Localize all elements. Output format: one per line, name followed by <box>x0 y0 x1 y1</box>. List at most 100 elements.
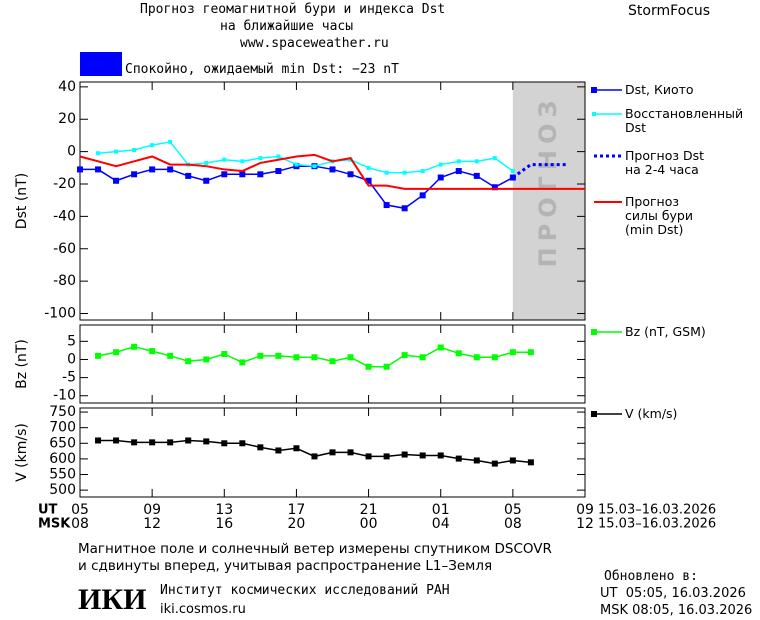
forecast-area <box>512 82 585 320</box>
y-axis-label: Bz (nT) <box>14 339 30 389</box>
data-point <box>168 139 173 144</box>
data-point <box>365 363 372 370</box>
data-point <box>293 445 300 452</box>
title: на ближайшие часы <box>220 19 354 34</box>
y-tick-label: -10 <box>53 388 76 404</box>
data-point <box>438 162 443 167</box>
data-point <box>239 359 246 366</box>
x-tick-label: 16 <box>215 516 233 532</box>
data-point <box>456 159 461 164</box>
data-point <box>455 350 462 357</box>
x-tick-label: 01 <box>432 502 450 518</box>
updated: Обновлено в: <box>604 569 698 584</box>
data-point <box>347 171 354 178</box>
data-point <box>491 354 498 361</box>
data-point <box>257 171 264 178</box>
institute: Институт космических исследований РАН <box>160 583 450 598</box>
data-point <box>401 205 408 212</box>
data-point <box>509 349 516 356</box>
data-point <box>204 160 209 165</box>
y-tick-label: 750 <box>49 404 76 420</box>
data-point <box>384 170 389 175</box>
note: и сдвинуты вперед, учитывая распростране… <box>78 558 493 574</box>
data-point <box>473 354 480 361</box>
data-point <box>365 453 372 460</box>
y-tick-label: -80 <box>53 273 76 289</box>
data-point <box>491 460 498 467</box>
updated-msk: MSK 08:05, 16.03.2026 <box>600 603 753 618</box>
legend-marker <box>591 411 597 417</box>
data-point <box>473 457 480 464</box>
data-point <box>203 356 210 363</box>
data-point <box>455 168 462 175</box>
data-point <box>401 451 408 458</box>
data-point <box>167 439 174 446</box>
data-point <box>329 449 336 456</box>
data-point <box>239 440 246 447</box>
data-point <box>437 174 444 181</box>
data-point <box>402 170 407 175</box>
y-tick-label: -60 <box>53 241 76 257</box>
series-line <box>80 165 514 210</box>
x-dates: 15.03–16.03.2026 <box>598 503 716 518</box>
y-axis-label: Dst (nT) <box>14 173 30 229</box>
data-point <box>437 452 444 459</box>
series-line <box>97 141 514 174</box>
data-point <box>366 165 371 170</box>
x-tick-label: 17 <box>288 502 306 518</box>
data-point <box>114 149 119 154</box>
x-tick-label: 08 <box>71 516 89 532</box>
x-axis-label: UT <box>38 503 58 518</box>
x-tick-label: 12 <box>143 516 161 532</box>
data-point <box>113 177 120 184</box>
logo: ИКИ <box>78 583 147 616</box>
data-point <box>455 455 462 462</box>
data-point <box>437 344 444 351</box>
data-point <box>383 363 390 370</box>
data-point <box>473 172 480 179</box>
data-point <box>221 171 228 178</box>
legend-marker <box>591 329 597 335</box>
institute-url: iki.cosmos.ru <box>160 602 246 617</box>
data-point <box>149 348 156 355</box>
y-tick-label: 600 <box>49 451 76 467</box>
data-point <box>329 166 336 173</box>
y-tick-label: 700 <box>49 420 76 436</box>
legend-label: Прогноз силы бури (min Dst) <box>625 194 693 237</box>
y-tick-label: -20 <box>53 176 76 192</box>
data-point <box>167 166 174 173</box>
data-point <box>95 166 102 173</box>
data-point <box>149 166 156 173</box>
y-tick-label: 650 <box>49 435 76 451</box>
data-point <box>203 177 210 184</box>
data-point <box>149 439 156 446</box>
data-point <box>311 453 318 460</box>
data-point <box>258 156 263 161</box>
y-tick-label: 500 <box>49 482 76 498</box>
title: Прогноз геомагнитной бури и индекса Dst <box>140 2 446 17</box>
data-point <box>221 351 228 358</box>
data-point <box>240 159 245 164</box>
x-axis-label: MSK <box>38 517 71 532</box>
x-tick-label: 04 <box>432 516 450 532</box>
plot-frame <box>79 324 586 404</box>
x-tick-label: 08 <box>504 516 522 532</box>
plot-frame <box>79 81 586 321</box>
legend-label: Bz (nT, GSM) <box>625 324 706 339</box>
y-tick-label: 0 <box>67 144 76 160</box>
data-point <box>492 156 497 161</box>
x-tick-label: 05 <box>504 502 522 518</box>
y-tick-label: 0 <box>67 351 76 367</box>
data-point <box>401 352 408 359</box>
y-tick-label: 550 <box>49 467 76 483</box>
x-tick-label: 09 <box>143 502 161 518</box>
x-tick-label: 21 <box>360 502 378 518</box>
data-point <box>474 159 479 164</box>
data-point <box>77 166 83 173</box>
data-point <box>239 171 246 178</box>
y-tick-label: 40 <box>58 79 76 95</box>
data-point <box>257 444 264 451</box>
data-point <box>419 354 426 361</box>
data-point <box>347 449 354 456</box>
